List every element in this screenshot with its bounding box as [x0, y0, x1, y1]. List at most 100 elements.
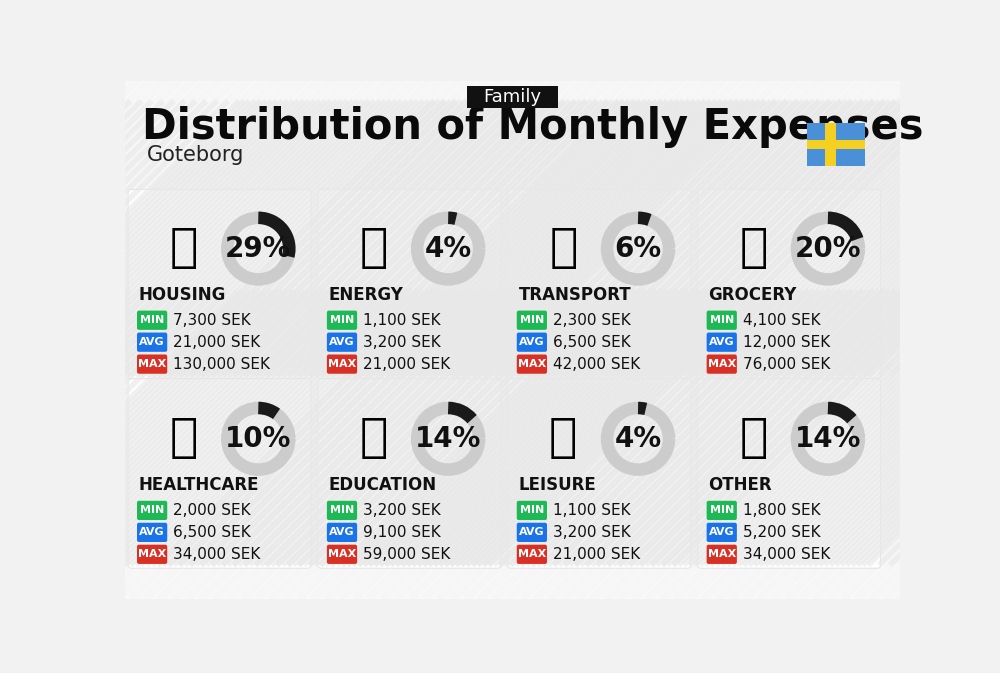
Bar — [131, 382, 308, 565]
Bar — [131, 192, 308, 376]
Text: 1,800 SEK: 1,800 SEK — [743, 503, 820, 518]
Bar — [511, 192, 688, 376]
Text: 34,000 SEK: 34,000 SEK — [743, 546, 830, 562]
Text: AVG: AVG — [519, 337, 545, 347]
Bar — [321, 192, 498, 376]
FancyBboxPatch shape — [508, 379, 691, 568]
FancyBboxPatch shape — [467, 86, 558, 108]
Bar — [701, 382, 878, 565]
Bar — [321, 382, 498, 565]
Text: HEALTHCARE: HEALTHCARE — [139, 476, 259, 494]
Bar — [131, 382, 308, 565]
FancyBboxPatch shape — [517, 523, 547, 542]
Bar — [321, 192, 498, 376]
Bar — [321, 192, 498, 376]
Bar — [321, 382, 498, 565]
FancyBboxPatch shape — [137, 355, 167, 374]
Bar — [511, 382, 688, 565]
Bar — [511, 192, 688, 376]
Bar — [131, 192, 308, 376]
Bar — [131, 192, 308, 376]
Bar — [701, 382, 878, 565]
Bar — [321, 192, 498, 376]
Bar — [131, 382, 308, 565]
Bar — [321, 382, 498, 565]
Bar — [701, 192, 878, 376]
Bar — [131, 192, 308, 376]
Bar — [511, 192, 688, 376]
Bar — [701, 192, 878, 376]
Bar — [321, 192, 498, 376]
Bar — [511, 192, 688, 376]
Bar — [321, 382, 498, 565]
Bar — [321, 192, 498, 376]
Bar — [701, 192, 878, 376]
Bar — [701, 192, 878, 376]
Text: HOUSING: HOUSING — [139, 286, 226, 304]
Text: 🎓: 🎓 — [360, 417, 388, 461]
Bar — [701, 382, 878, 565]
FancyBboxPatch shape — [327, 311, 357, 330]
Bar — [511, 382, 688, 565]
Bar — [511, 382, 688, 565]
Bar — [701, 382, 878, 565]
Bar — [511, 382, 688, 565]
Bar — [701, 192, 878, 376]
Bar — [321, 192, 498, 376]
Bar — [321, 192, 498, 376]
Bar — [321, 192, 498, 376]
Bar — [701, 192, 878, 376]
Bar — [511, 192, 688, 376]
Bar — [131, 192, 308, 376]
Bar — [511, 192, 688, 376]
Bar — [131, 192, 308, 376]
Bar — [511, 382, 688, 565]
Bar — [131, 192, 308, 376]
Bar — [131, 192, 308, 376]
Bar — [321, 382, 498, 565]
Bar — [511, 192, 688, 376]
FancyBboxPatch shape — [128, 379, 311, 568]
Bar — [321, 382, 498, 565]
Bar — [321, 382, 498, 565]
Bar — [321, 192, 498, 376]
Bar — [321, 382, 498, 565]
Bar — [321, 382, 498, 565]
Bar — [511, 382, 688, 565]
Bar — [701, 192, 878, 376]
Bar — [321, 382, 498, 565]
Bar — [131, 382, 308, 565]
Bar — [131, 382, 308, 565]
Bar — [511, 382, 688, 565]
Bar — [511, 382, 688, 565]
Bar — [511, 192, 688, 376]
Bar — [321, 382, 498, 565]
Bar — [511, 382, 688, 565]
Text: MAX: MAX — [328, 359, 356, 369]
Text: MIN: MIN — [140, 505, 164, 516]
Bar — [321, 192, 498, 376]
Bar — [131, 192, 308, 376]
Bar — [321, 382, 498, 565]
Text: 🏢: 🏢 — [170, 226, 198, 271]
Bar — [131, 382, 308, 565]
Bar — [701, 192, 878, 376]
Bar — [321, 192, 498, 376]
Bar — [511, 192, 688, 376]
FancyBboxPatch shape — [327, 355, 357, 374]
Bar — [511, 192, 688, 376]
Bar — [701, 382, 878, 565]
FancyBboxPatch shape — [137, 501, 167, 520]
Text: EDUCATION: EDUCATION — [329, 476, 437, 494]
Bar — [131, 382, 308, 565]
Bar — [131, 382, 308, 565]
Bar — [321, 382, 498, 565]
Text: MIN: MIN — [520, 315, 544, 325]
Bar — [701, 382, 878, 565]
Bar — [511, 382, 688, 565]
Bar — [511, 382, 688, 565]
Bar — [321, 192, 498, 376]
Bar — [701, 192, 878, 376]
Bar — [131, 192, 308, 376]
FancyBboxPatch shape — [137, 332, 167, 352]
